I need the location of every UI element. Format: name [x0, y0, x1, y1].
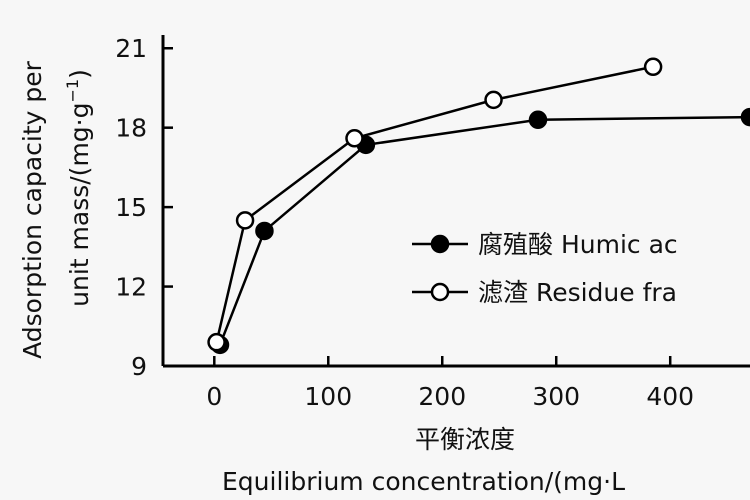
- series-0-point: [528, 110, 548, 129]
- series-1-point: [235, 211, 255, 230]
- series-1-point: [484, 90, 503, 110]
- series-0-point: [740, 107, 750, 127]
- series-1-point: [345, 129, 364, 148]
- legend-label-0: 腐殖酸 Humic ac: [478, 230, 678, 259]
- series-1-point: [643, 57, 663, 77]
- series-0-point: [255, 221, 274, 241]
- y-tick-label: 9: [131, 352, 147, 381]
- ticks: 0 100 200 300 400 9 12 15 18 21: [115, 34, 694, 411]
- x-tick-label: 0: [206, 382, 222, 411]
- legend-marker-0: [430, 234, 450, 254]
- y-tick-label: 21: [115, 34, 147, 63]
- y-axis-title-line2-close: ): [65, 69, 94, 79]
- y-tick-label: 12: [115, 273, 147, 302]
- legend-marker-1: [430, 282, 450, 302]
- x-tick-label: 100: [304, 382, 352, 411]
- legend-label-1: 滤渣 Residue fra: [478, 278, 677, 307]
- x-tick-label: 300: [532, 382, 580, 411]
- x-tick-label: 400: [646, 382, 694, 411]
- y-axis-title-line2: unit mass/(mg·g−1): [63, 69, 94, 307]
- y-tick-label: 18: [115, 114, 147, 143]
- y-axis-title-line2-sup: −1: [63, 79, 82, 103]
- series-layer: [207, 57, 750, 355]
- x-tick-label: 200: [418, 382, 466, 411]
- x-axis-title: 平衡浓度: [415, 425, 515, 454]
- plot-area: [161, 35, 750, 368]
- y-axis-title-line2-text: unit mass/(mg·g: [65, 103, 94, 307]
- y-axis-title-line1: Adsorption capacity per: [18, 60, 47, 359]
- y-tick-label: 15: [115, 193, 147, 222]
- series-1-point: [207, 332, 226, 352]
- x-axis-title-en: Equilibrium concentration/(mg·L: [222, 467, 625, 496]
- legend: 腐殖酸 Humic ac 滤渣 Residue fra: [412, 230, 678, 307]
